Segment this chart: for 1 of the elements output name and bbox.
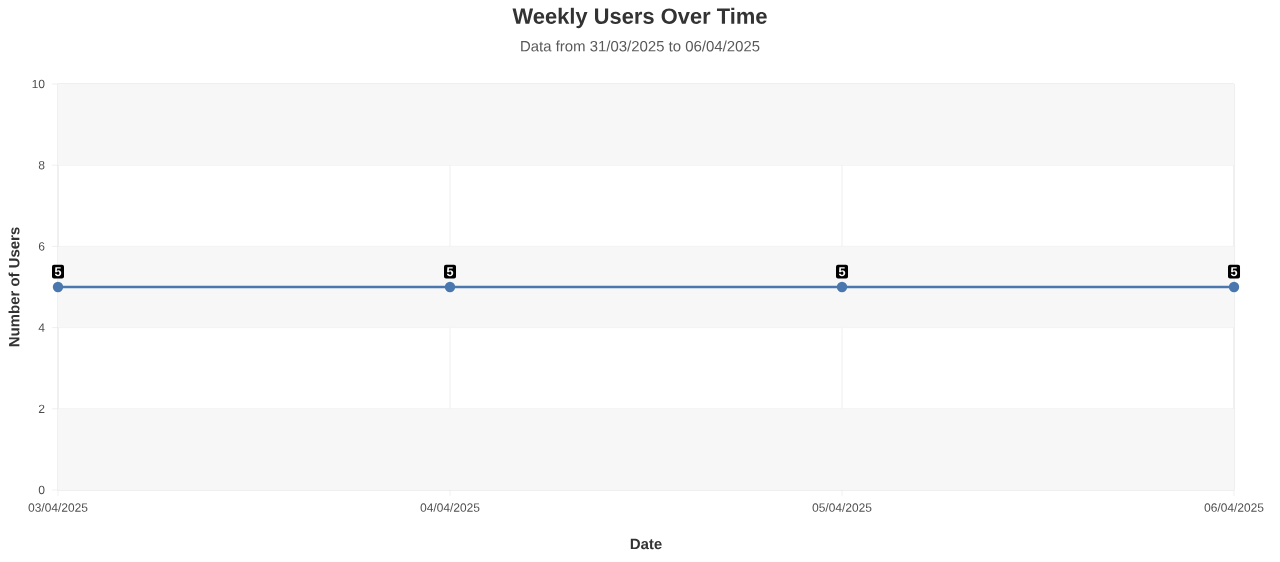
chart-title: Weekly Users Over Time [512,7,767,29]
